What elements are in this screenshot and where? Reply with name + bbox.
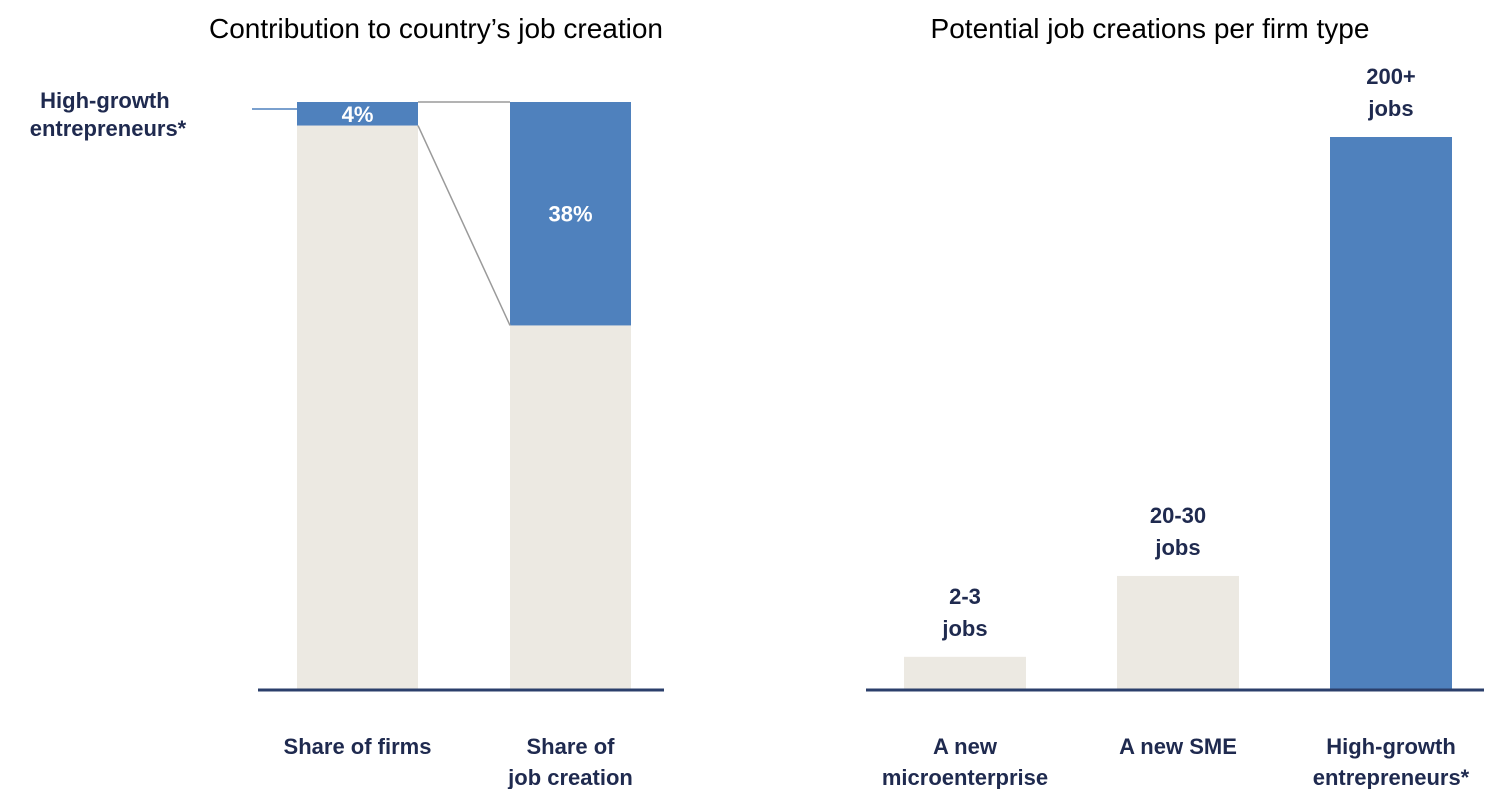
chart-potential-jobs: Potential job creations per firm type 2-… bbox=[866, 13, 1484, 789]
right-bar-value-label-0: 2-3 jobs bbox=[941, 584, 987, 641]
right-category-label-0: A new microenterprise bbox=[882, 734, 1048, 789]
series-label-high-growth: High-growth entrepreneurs* bbox=[30, 88, 187, 141]
left-bar-value-label-1: 38% bbox=[548, 202, 592, 227]
right-bar-value-label-2: 200+ jobs bbox=[1366, 64, 1416, 121]
right-category-labels: A new microenterprise A new SME High-growth… bbox=[882, 734, 1470, 789]
right-bar-value-label-1: 20-30 jobs bbox=[1150, 503, 1206, 560]
left-bar-highlight-0 bbox=[297, 102, 418, 126]
right-value-labels: 2-3 jobs 20-30 jobs 200+ jobs bbox=[941, 64, 1415, 641]
left-bar-base-0 bbox=[297, 125, 418, 690]
left-connectors bbox=[417, 101, 511, 326]
left-bars: 4% 38% bbox=[297, 102, 631, 690]
left-bar-value-label-0: 4% bbox=[342, 102, 374, 127]
left-category-label-1: Share of job creation bbox=[507, 734, 633, 789]
right-bar-1 bbox=[1117, 575, 1239, 690]
right-bar-2 bbox=[1330, 137, 1452, 690]
chart-left-title: Contribution to country’s job creation bbox=[209, 13, 663, 44]
series-label-line-2: entrepreneurs* bbox=[30, 116, 187, 141]
right-category-label-1: A new SME bbox=[1119, 734, 1237, 759]
left-category-labels: Share of firms Share of job creation bbox=[284, 734, 633, 789]
chart-right-title: Potential job creations per firm type bbox=[931, 13, 1370, 44]
left-category-label-0: Share of firms bbox=[284, 734, 432, 759]
left-bar-base-1 bbox=[510, 325, 631, 690]
right-category-label-2: High-growth entrepreneurs* bbox=[1313, 734, 1470, 789]
right-bar-0 bbox=[904, 656, 1026, 690]
left-connector-diagonal bbox=[417, 125, 511, 326]
series-label-line-1: High-growth bbox=[40, 88, 170, 113]
left-bar-highlight-1 bbox=[510, 102, 631, 326]
right-bars bbox=[904, 137, 1452, 690]
chart-contribution: Contribution to country’s job creation H… bbox=[30, 13, 664, 789]
